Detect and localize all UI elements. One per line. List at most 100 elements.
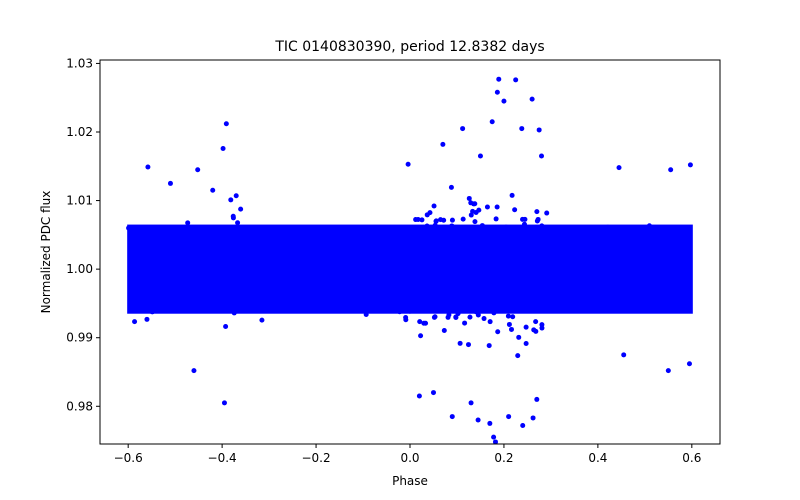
data-point [462, 320, 468, 326]
data-point [228, 197, 234, 203]
data-point [233, 304, 239, 310]
data-point [144, 316, 150, 322]
data-point [475, 305, 481, 311]
data-point [479, 223, 485, 229]
data-point [225, 304, 231, 310]
data-point [539, 322, 545, 328]
data-point [424, 223, 430, 229]
data-point [466, 195, 472, 201]
data-points [126, 76, 693, 445]
data-point-outlier [506, 414, 512, 420]
data-point [455, 228, 461, 234]
data-point-outlier [460, 126, 466, 132]
data-point [605, 224, 611, 230]
data-point [476, 227, 482, 233]
data-point [438, 217, 444, 223]
x-tick-label: 0.2 [494, 451, 513, 465]
data-point [534, 218, 540, 224]
data-point [626, 227, 632, 233]
data-point-outlier [195, 167, 201, 173]
data-point [509, 227, 515, 233]
data-point-outlier [487, 420, 493, 426]
data-point [251, 226, 257, 232]
data-point [472, 219, 478, 225]
data-point [544, 228, 550, 234]
data-point [465, 342, 471, 348]
data-point-outlier [539, 153, 545, 159]
data-point [463, 226, 469, 232]
data-point-outlier [430, 390, 436, 396]
data-point [230, 213, 236, 219]
data-point [224, 226, 230, 232]
data-point [445, 314, 451, 320]
data-point-outlier [616, 165, 622, 171]
data-point [513, 307, 519, 313]
data-point [185, 220, 191, 226]
data-point [503, 224, 509, 230]
data-point [421, 304, 427, 310]
data-point [449, 217, 455, 223]
y-tick-label: 0.98 [66, 399, 93, 413]
data-point-outlier [534, 396, 540, 402]
y-axis: 0.98 0.99 1.00 1.01 1.02 1.03 [66, 56, 100, 413]
x-tick-label: −0.4 [208, 451, 237, 465]
data-point-outlier [191, 368, 197, 374]
data-point-outlier [530, 415, 536, 421]
data-point [211, 307, 217, 313]
data-point [579, 306, 585, 312]
data-point [457, 340, 463, 346]
data-point-outlier [489, 119, 495, 125]
data-point [518, 305, 524, 311]
data-point [403, 317, 409, 323]
data-point [223, 324, 229, 330]
data-point [436, 225, 442, 231]
data-point [653, 306, 659, 312]
y-tick-label: 0.99 [66, 331, 93, 345]
data-point [646, 223, 652, 229]
data-point [523, 324, 529, 330]
y-tick-label: 1.00 [66, 262, 93, 276]
data-point [453, 314, 459, 320]
data-point [512, 207, 518, 213]
data-point-outlier [491, 434, 497, 440]
y-tick-label: 1.02 [66, 125, 93, 139]
data-point-outlier [416, 393, 422, 399]
data-point [521, 221, 527, 227]
data-point [397, 309, 403, 315]
x-axis: −0.6 −0.4 −0.2 0.0 0.2 0.4 0.6 [114, 444, 701, 465]
data-point [457, 305, 463, 311]
data-point [126, 225, 132, 231]
data-point [431, 203, 437, 209]
data-point [527, 304, 533, 310]
data-point [407, 308, 413, 314]
data-point [516, 334, 522, 340]
data-point [423, 320, 429, 326]
data-point [509, 192, 515, 198]
x-axis-label: Phase [392, 474, 428, 488]
x-tick-label: −0.6 [114, 451, 143, 465]
data-point-outlier [668, 167, 674, 173]
data-point-outlier [496, 76, 502, 82]
data-point [499, 307, 505, 313]
data-point [517, 225, 523, 231]
data-point [533, 319, 539, 325]
y-axis-label: Normalized PDC flux [39, 191, 53, 314]
data-point [453, 307, 459, 313]
data-point [418, 333, 424, 339]
data-point [491, 310, 497, 316]
data-point [413, 217, 419, 223]
data-point [494, 306, 500, 312]
data-point [448, 184, 454, 190]
data-point [235, 220, 241, 226]
data-point [469, 306, 475, 312]
data-point [658, 305, 664, 311]
data-point-outlier [687, 162, 693, 168]
data-point-outlier [519, 126, 525, 132]
data-point-outlier [492, 439, 498, 445]
y-tick-label: 1.03 [66, 56, 93, 70]
data-point [486, 343, 492, 349]
data-point-outlier [223, 121, 229, 127]
data-point [544, 210, 550, 216]
data-point-outlier [477, 153, 483, 159]
